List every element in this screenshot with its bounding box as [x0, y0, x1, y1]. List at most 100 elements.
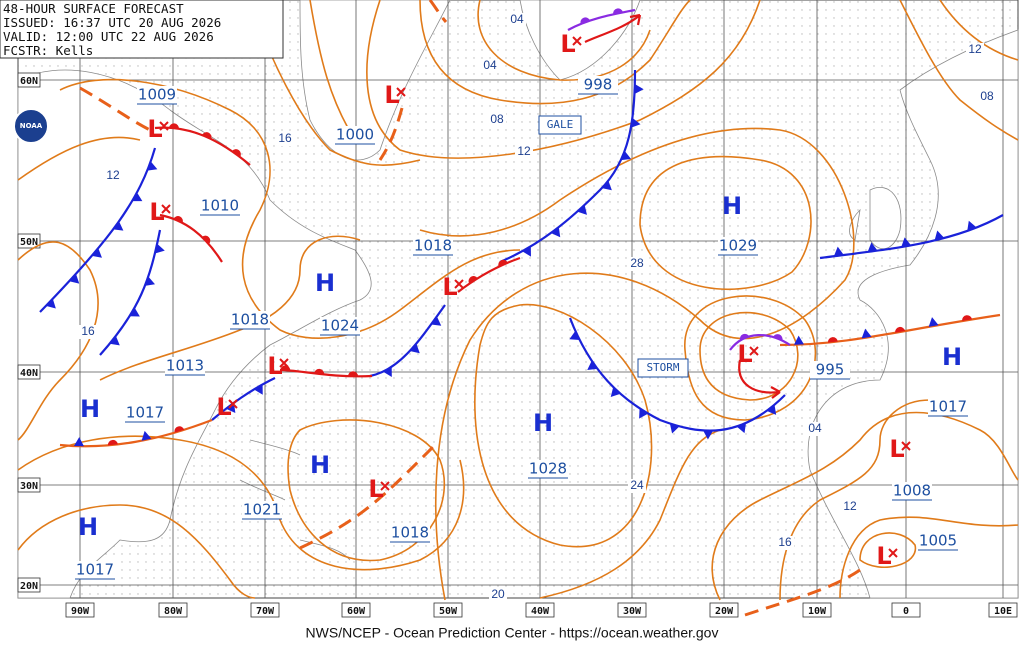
center-pressure: 995 — [816, 361, 845, 379]
front-triangle — [113, 221, 124, 231]
front-semicircle — [202, 132, 212, 140]
low-center: L — [384, 81, 399, 109]
front-triangle — [620, 150, 632, 161]
lat-label-box — [17, 233, 41, 249]
pressure-bg — [810, 361, 850, 379]
footer: NWS/NCEP - Ocean Prediction Center - htt… — [306, 625, 719, 641]
low-center: L — [442, 273, 457, 301]
lon-label-box — [525, 602, 555, 618]
lon-label: 10W — [808, 606, 827, 617]
high-center: H — [533, 409, 553, 437]
pressure-bg — [892, 482, 932, 500]
isobar-label: 04 — [808, 421, 822, 435]
pressure-bg — [75, 561, 115, 579]
isobar-label-bg — [966, 43, 984, 57]
cold-front — [211, 377, 276, 421]
isobar — [711, 411, 1019, 601]
center-pressure: 1010 — [201, 197, 239, 215]
isobar-label: 12 — [843, 499, 857, 513]
front-triangle — [861, 328, 872, 339]
pressure-bg — [390, 524, 430, 542]
warning-box — [637, 358, 689, 378]
lat-label: 60N — [20, 76, 38, 87]
front-triangle — [634, 83, 644, 94]
low-center: L — [560, 30, 575, 58]
low-center: L — [216, 393, 231, 421]
low-x — [380, 481, 390, 491]
isobar-label: 12 — [106, 168, 120, 182]
low-x — [749, 346, 759, 356]
front-semicircle — [168, 123, 179, 129]
pressure-bg — [578, 76, 618, 94]
isobar-label: 24 — [630, 478, 644, 492]
cold-front — [499, 69, 637, 264]
isobar-label-bg — [489, 588, 507, 602]
isobar-label: 12 — [517, 144, 531, 158]
front-triangle — [409, 343, 420, 354]
pressure-bg — [125, 404, 165, 422]
high-center: H — [722, 192, 742, 220]
low-center: L — [147, 115, 162, 143]
low-center: L — [149, 198, 164, 226]
front-triangle — [45, 298, 56, 309]
fronts — [39, 0, 1004, 617]
lat-label: 50N — [20, 237, 38, 248]
isobar-label: 16 — [778, 535, 792, 549]
front-triangle — [736, 422, 746, 434]
isobar — [17, 504, 256, 599]
trough-front — [744, 568, 861, 617]
front-semicircle — [580, 17, 591, 25]
isobar-label-bg — [104, 169, 122, 183]
pressure-bg — [137, 86, 177, 104]
isobar-label-bg — [776, 536, 794, 550]
center-pressure: 1008 — [893, 482, 931, 500]
low-x — [279, 358, 289, 368]
lon-label-box — [250, 602, 280, 618]
front-triangle — [928, 317, 939, 327]
low-x — [161, 204, 171, 214]
center-pressure: 1017 — [76, 561, 114, 579]
front-triangle — [967, 220, 977, 231]
isobar-label-bg — [508, 13, 526, 27]
front-triangle — [867, 242, 878, 252]
low-x — [901, 441, 911, 451]
isobar — [17, 435, 465, 571]
low-x — [159, 121, 169, 131]
pressure-label: 1013 — [166, 357, 204, 375]
low-center: L — [368, 475, 383, 503]
isobar-label: 20 — [491, 587, 505, 601]
front-triangle — [766, 404, 777, 415]
isobar — [899, 0, 1019, 141]
lon-label: 50W — [439, 606, 458, 617]
lon-label: 0 — [903, 606, 909, 617]
lat-label-box — [17, 72, 41, 88]
front-triangle — [610, 386, 621, 397]
low-center: L — [889, 435, 904, 463]
isobars — [17, 0, 1019, 601]
front-triangle — [630, 117, 641, 128]
lon-label: 70W — [256, 606, 275, 617]
center-pressure: 1018 — [391, 524, 429, 542]
pressure-bg — [335, 126, 375, 144]
isobar-label-bg — [806, 422, 824, 436]
warning-label: GALE — [547, 118, 574, 131]
pressure-bg — [528, 460, 568, 478]
front-triangle — [141, 430, 152, 441]
isobar — [639, 155, 812, 291]
isobar — [839, 516, 1019, 599]
header-title: 48-HOUR SURFACE FORECAST — [3, 1, 184, 16]
high-center: H — [942, 343, 962, 371]
pressure-bg — [230, 311, 270, 329]
cold-front — [568, 317, 786, 432]
lon-label-box — [802, 602, 832, 618]
center-pressure: 1017 — [126, 404, 164, 422]
pressure-bg — [413, 237, 453, 255]
low-center: L — [267, 352, 282, 380]
front-semicircle — [772, 334, 783, 341]
lon-label-box — [433, 602, 463, 618]
lon-label: 90W — [71, 606, 90, 617]
front-triangle — [154, 243, 165, 254]
lon-label: 30W — [623, 606, 642, 617]
pressure-bg — [718, 237, 758, 255]
